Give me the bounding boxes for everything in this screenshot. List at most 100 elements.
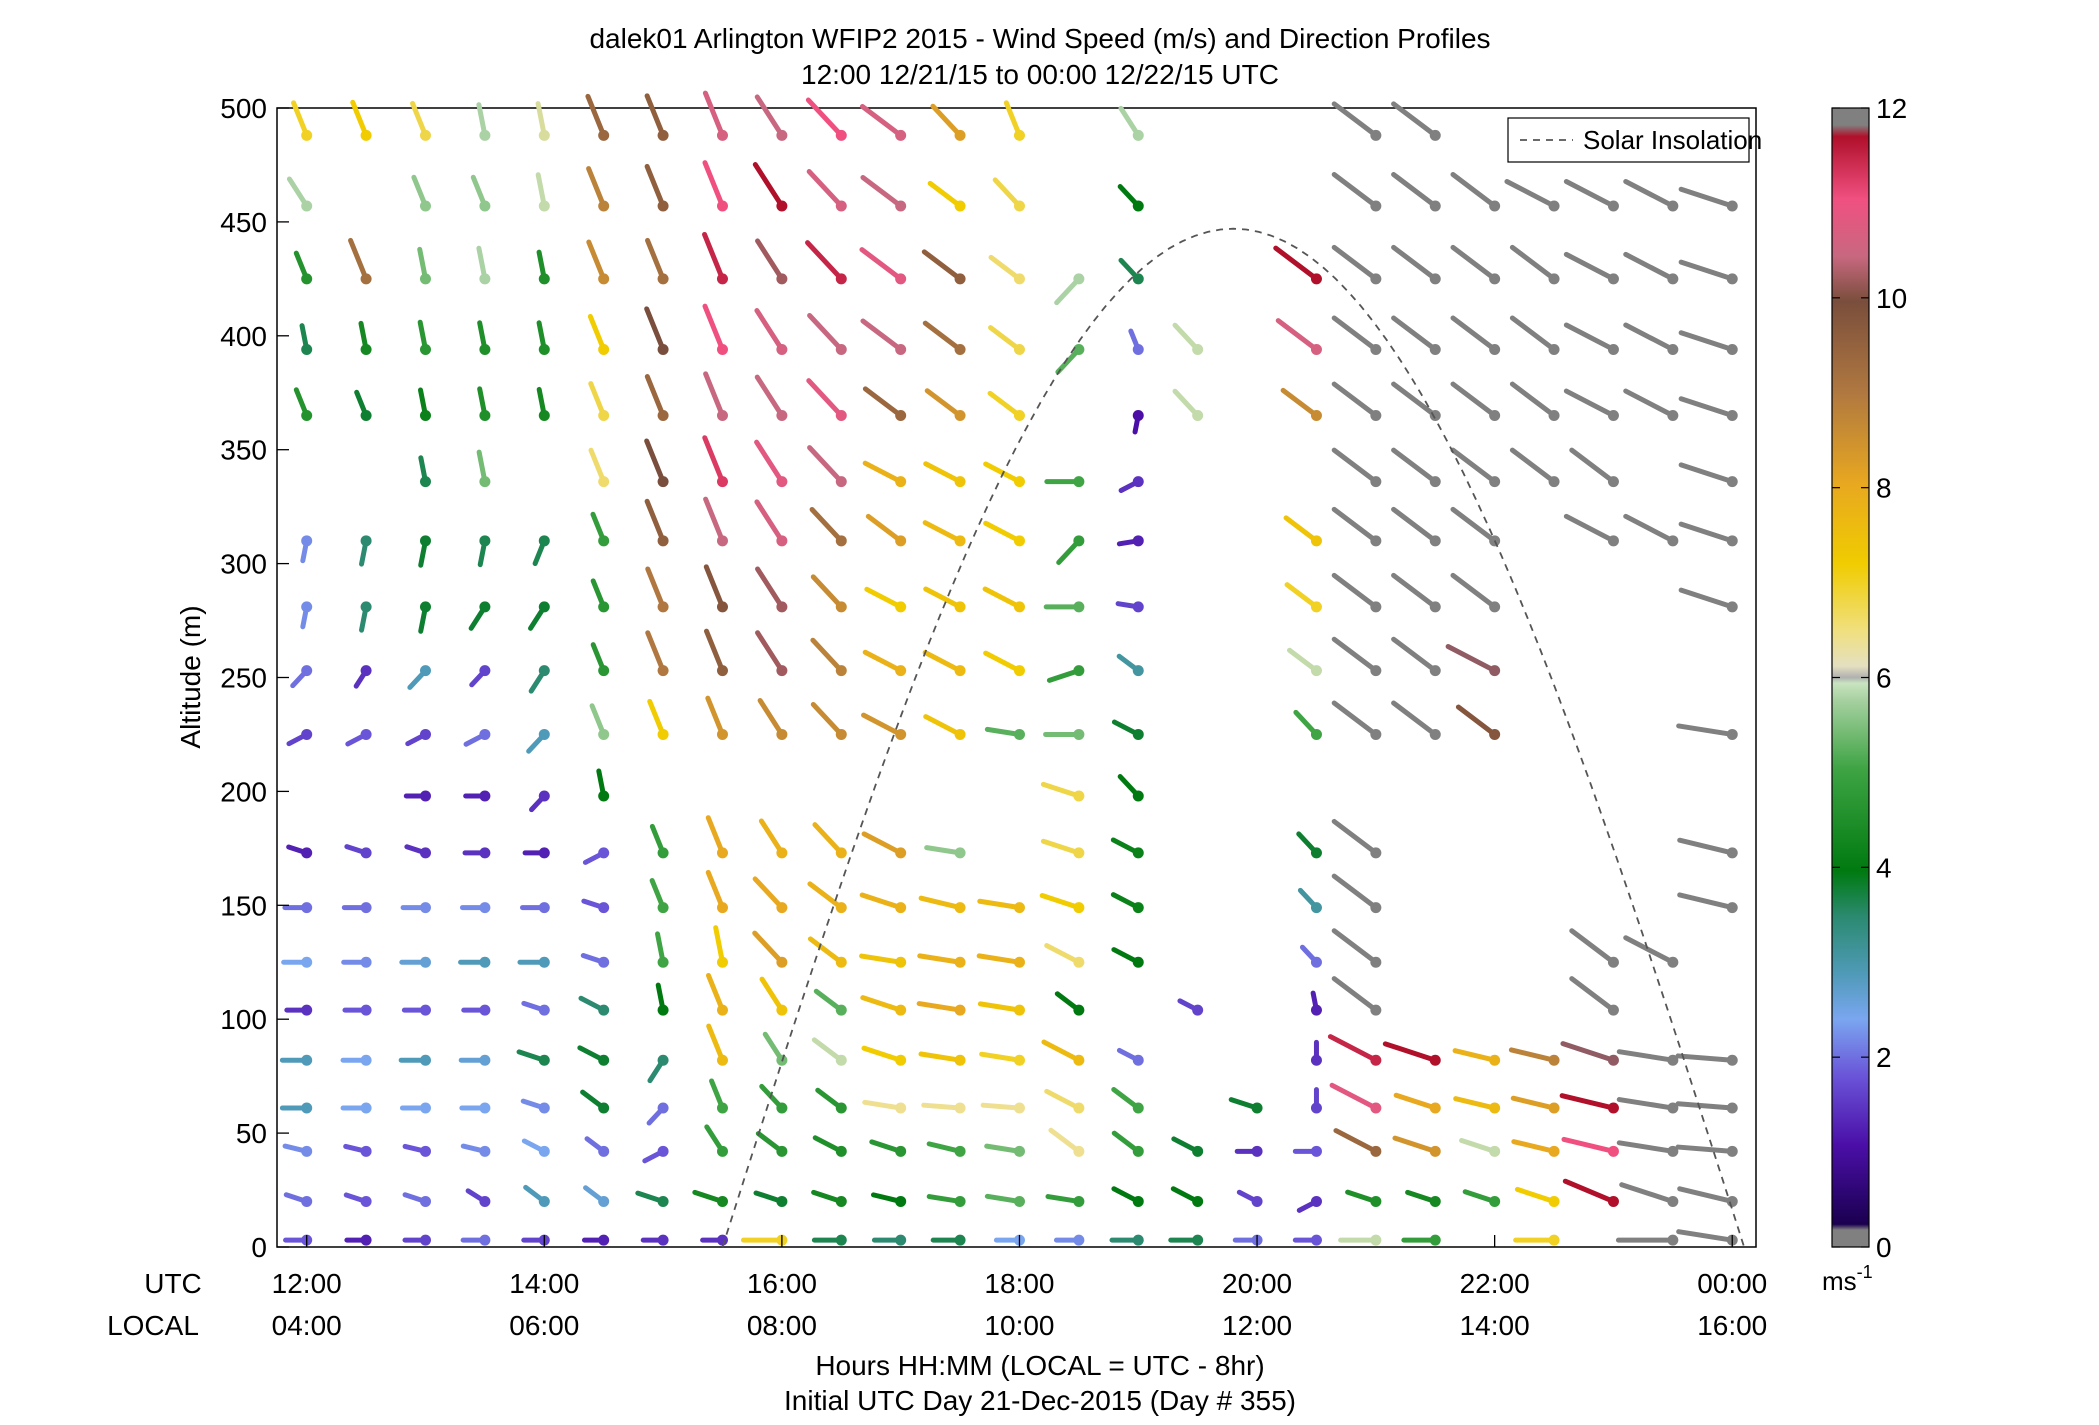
- colorbar-tick-label: 2: [1876, 1042, 1892, 1073]
- wind-barb: [1236, 1189, 1263, 1207]
- wind-barb-head: [479, 476, 491, 488]
- x-axis: 12:00 04:00 14:00 06:00 16:00 08:00 18:00 10:00…: [272, 1235, 1767, 1341]
- wind-barb: [705, 972, 728, 1016]
- wind-barb-tail: [1569, 928, 1616, 965]
- wind-barb: [1327, 1034, 1382, 1066]
- wind-barb-tail: [982, 586, 1022, 610]
- wind-barb-tail: [922, 320, 963, 352]
- wind-barb: [345, 728, 372, 747]
- wind-barb: [924, 845, 966, 859]
- wind-barb-head: [479, 956, 491, 968]
- wind-barb: [584, 1136, 610, 1157]
- wind-barb-tail: [1623, 935, 1676, 965]
- wind-barb: [459, 902, 491, 914]
- legend-label: Solar Insolation: [1583, 125, 1762, 155]
- wind-barb: [1117, 774, 1144, 802]
- wind-barb: [988, 254, 1025, 285]
- wind-barb-head: [1429, 343, 1441, 355]
- wind-barb: [1678, 259, 1738, 285]
- wind-barb: [1132, 410, 1144, 435]
- wind-barb-tail: [645, 630, 666, 674]
- wind-barb: [1046, 665, 1085, 683]
- x-tick-label-local: 04:00: [272, 1310, 342, 1341]
- y-tick-label: 450: [220, 207, 267, 238]
- wind-barb-tail: [348, 237, 369, 282]
- wind-barb: [343, 1143, 372, 1157]
- wind-barb-head: [1429, 200, 1441, 212]
- wind-barb-head: [835, 410, 847, 422]
- wind-barb-head: [776, 665, 788, 677]
- wind-barb-head: [954, 200, 966, 212]
- wind-barb: [1286, 647, 1322, 677]
- wind-barb-head: [776, 902, 788, 914]
- wind-barb-tail: [862, 1099, 904, 1111]
- wind-barb-tail: [807, 312, 844, 352]
- wind-barb-head: [1726, 1195, 1738, 1207]
- wind-barb: [470, 174, 491, 212]
- wind-barb: [754, 308, 788, 355]
- wind-barb-head: [1429, 665, 1441, 677]
- wind-barb-head: [716, 956, 728, 968]
- wind-barb-tail: [1331, 818, 1379, 856]
- x-tick-label-utc: 12:00: [272, 1268, 342, 1299]
- wind-barb-tail: [807, 936, 844, 965]
- wind-barb-head: [1548, 1102, 1560, 1114]
- wind-barb: [1043, 728, 1085, 740]
- wind-barb-head: [1370, 476, 1382, 488]
- wind-barb-head: [1370, 1234, 1382, 1246]
- wind-barb-head: [716, 902, 728, 914]
- wind-barb-head: [1073, 728, 1085, 740]
- wind-barb-tail: [1455, 704, 1498, 737]
- wind-barb: [1118, 476, 1144, 494]
- wind-barb: [283, 1192, 313, 1207]
- wind-barb-tail: [1623, 513, 1676, 544]
- plot-area: [276, 90, 1757, 1248]
- wind-barb-head: [954, 273, 966, 285]
- wind-barb: [703, 496, 728, 547]
- wind-barb-tail: [807, 881, 844, 911]
- wind-barb: [752, 876, 788, 914]
- wind-barb: [984, 1143, 1025, 1157]
- wind-barb-head: [301, 902, 313, 914]
- wind-barb-tail: [1331, 506, 1379, 544]
- wind-barb-head: [1013, 273, 1025, 285]
- wind-barb-head: [1073, 790, 1085, 802]
- wind-barb-tail: [1048, 1127, 1082, 1154]
- wind-barb-tail: [923, 586, 963, 610]
- wind-barb-head: [1370, 1145, 1382, 1157]
- local-row-label: LOCAL: [107, 1310, 199, 1341]
- wind-barb: [520, 902, 550, 914]
- wind-barb-head: [479, 728, 491, 740]
- wind-barb-head: [1548, 343, 1560, 355]
- wind-barb-tail: [702, 435, 725, 485]
- wind-barb-head: [1726, 1054, 1738, 1066]
- wind-barb-tail: [861, 1045, 904, 1063]
- wind-barb-tail: [1616, 1097, 1676, 1111]
- wind-barb-tail: [1391, 101, 1438, 138]
- wind-barb-tail: [1459, 1137, 1498, 1154]
- wind-barb-tail: [810, 637, 844, 674]
- wind-barb-head: [419, 343, 431, 355]
- wind-barb: [279, 1102, 313, 1114]
- wind-barb: [806, 378, 847, 422]
- wind-barb-tail: [977, 1001, 1022, 1013]
- wind-barb-head: [657, 410, 669, 422]
- wind-barb: [459, 1102, 491, 1114]
- wind-barb: [1391, 315, 1441, 355]
- wind-barb: [859, 892, 907, 914]
- wind-barb-tail: [1452, 1048, 1498, 1063]
- wind-barb-head: [598, 129, 610, 141]
- wind-barb: [813, 988, 847, 1016]
- wind-barb-head: [1013, 343, 1025, 355]
- wind-barb: [417, 246, 431, 285]
- wind-barb-tail: [1562, 1178, 1616, 1204]
- wind-barb: [755, 566, 788, 613]
- wind-barb-head: [1132, 410, 1144, 422]
- wind-barb-tail: [1623, 178, 1676, 209]
- wind-barb: [460, 1234, 491, 1246]
- wind-barb: [1118, 105, 1144, 141]
- wind-barb-head: [479, 1004, 491, 1016]
- wind-barb-tail: [1275, 318, 1319, 352]
- wind-barb: [407, 665, 431, 690]
- y-tick-label: 50: [236, 1118, 267, 1149]
